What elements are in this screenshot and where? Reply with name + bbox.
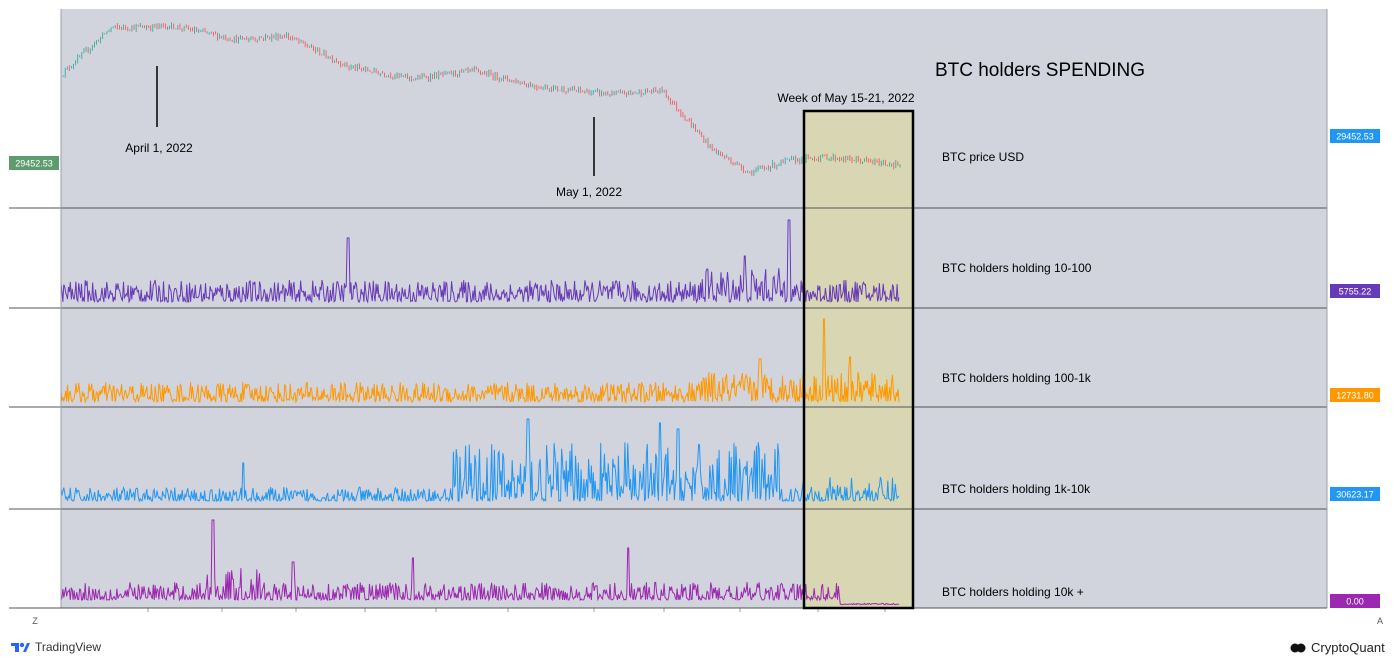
annotation-label-0: April 1, 2022 xyxy=(125,141,193,155)
last-value-text-1: 5755.22 xyxy=(1339,287,1372,297)
last-value-text-0: 29452.53 xyxy=(1336,132,1374,142)
last-value-text-left: 29452.53 xyxy=(15,159,53,169)
series-line-4 xyxy=(60,519,900,606)
highlight-box xyxy=(802,109,915,610)
series-line-3 xyxy=(60,418,900,503)
tradingview-brand[interactable]: TradingView xyxy=(10,640,101,654)
last-value-text-3: 30623.17 xyxy=(1336,490,1374,500)
last-value-text-4: 0.00 xyxy=(1346,597,1364,607)
series-label-0: BTC price USD xyxy=(942,150,1024,164)
series-label-2: BTC holders holding 100-1k xyxy=(942,371,1092,385)
axis-left-marker[interactable]: Z xyxy=(32,616,38,626)
series-label-3: BTC holders holding 1k-10k xyxy=(942,482,1091,496)
last-value-badge-1 xyxy=(1330,284,1380,298)
highlight-fill xyxy=(804,111,913,608)
series-label-4: BTC holders holding 10k + xyxy=(942,585,1084,599)
last-value-badge-left xyxy=(9,156,59,170)
series-label-1: BTC holders holding 10-100 xyxy=(942,261,1092,275)
cryptoquant-label: CryptoQuant xyxy=(1311,640,1385,655)
price-candles xyxy=(60,22,901,176)
series-line-2 xyxy=(60,318,900,404)
tradingview-label: TradingView xyxy=(35,640,102,654)
cryptoquant-brand[interactable]: CryptoQuant xyxy=(1290,640,1385,655)
axis-right-marker[interactable]: A xyxy=(1376,616,1383,626)
last-value-text-2: 12731.80 xyxy=(1336,391,1374,401)
cryptoquant-logo-icon xyxy=(1290,643,1306,652)
last-value-badge-3 xyxy=(1330,487,1380,501)
tradingview-logo-icon xyxy=(11,642,30,652)
last-value-badge-2 xyxy=(1330,388,1380,402)
chart-title: BTC holders SPENDING xyxy=(935,60,1145,81)
last-value-badge-4 xyxy=(1330,594,1380,608)
annotation-label-1: May 1, 2022 xyxy=(556,185,622,199)
last-value-badge-0 xyxy=(1330,129,1380,143)
highlight-label: Week of May 15-21, 2022 xyxy=(777,91,915,105)
series-line-1 xyxy=(60,219,900,304)
